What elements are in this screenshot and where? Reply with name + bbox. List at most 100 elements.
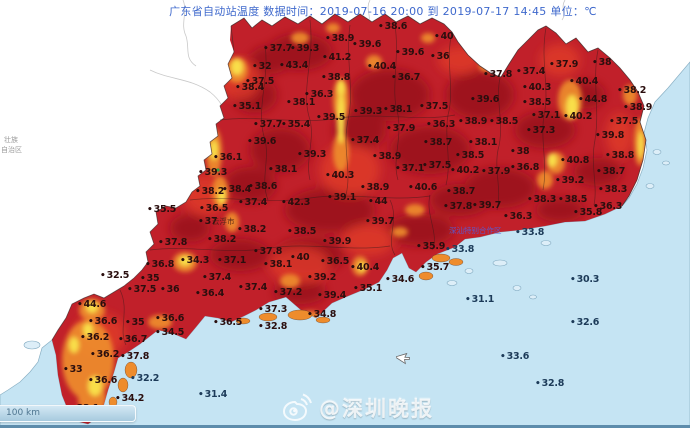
land-temp-label: 36.6 bbox=[88, 376, 118, 386]
land-temp-label: 34.3 bbox=[180, 256, 210, 266]
sea-temp-label: 33.8 bbox=[445, 245, 475, 255]
weibo-logo-icon bbox=[282, 393, 312, 422]
land-temp-label: 36.1 bbox=[213, 153, 243, 163]
land-temp-label: 32 bbox=[252, 62, 272, 72]
land-temp-label: 39.6 bbox=[247, 137, 277, 147]
land-temp-label: 37.8 bbox=[443, 202, 473, 212]
land-temp-label: 39.3 bbox=[353, 107, 383, 117]
land-temp-label: 39.2 bbox=[555, 176, 585, 186]
land-temp-label: 36.8 bbox=[510, 163, 540, 173]
land-temp-label: 37.4 bbox=[202, 273, 232, 283]
land-temp-label: 38.5 bbox=[558, 195, 588, 205]
land-temp-label: 37.8 bbox=[158, 238, 188, 248]
land-temp-label: 37.4 bbox=[350, 136, 380, 146]
sea-temp-label: 32.8 bbox=[535, 379, 565, 389]
land-temp-label: 38.1 bbox=[383, 105, 413, 115]
land-temp-label: 40.3 bbox=[522, 83, 552, 93]
land-temp-label: 37.3 bbox=[526, 126, 556, 136]
land-temp-label: 37 bbox=[198, 217, 218, 227]
land-temp-label: 38.3 bbox=[598, 185, 628, 195]
land-temp-label: 39.6 bbox=[470, 95, 500, 105]
land-temp-label: 35 bbox=[140, 274, 160, 284]
land-temp-label: 37.8 bbox=[483, 70, 513, 80]
land-temp-label: 40.2 bbox=[563, 112, 593, 122]
land-temp-label: 39.4 bbox=[317, 291, 347, 301]
land-temp-label: 36.5 bbox=[320, 257, 350, 267]
sea-temp-label: 33.8 bbox=[515, 228, 545, 238]
land-temp-label: 38 bbox=[592, 58, 612, 68]
window-bottom-edge bbox=[0, 425, 690, 428]
sea-temp-label: 31.1 bbox=[465, 295, 495, 305]
land-temp-label: 37.5 bbox=[419, 102, 449, 112]
land-temp-label: 38.7 bbox=[446, 187, 476, 197]
land-temp-label: 37.1 bbox=[217, 256, 247, 266]
land-temp-label: 38.7 bbox=[423, 138, 453, 148]
land-temp-label: 44 bbox=[368, 197, 388, 207]
land-temp-label: 38.5 bbox=[489, 117, 519, 127]
mouse-cursor bbox=[396, 352, 410, 365]
land-temp-label: 40.4 bbox=[569, 77, 599, 87]
land-temp-label: 36.8 bbox=[145, 260, 175, 270]
land-temp-label: 36.2 bbox=[80, 333, 110, 343]
land-temp-label: 38.2 bbox=[195, 187, 225, 197]
map-title: 广东省自动站温度 数据时间：2019-07-16 20:00 到 2019-07… bbox=[169, 5, 597, 18]
land-temp-label: 38.1 bbox=[263, 260, 293, 270]
sea-temp-label: 33.6 bbox=[500, 352, 530, 362]
watermark-handle: @深圳晚报 bbox=[319, 397, 434, 421]
land-temp-label: 36.3 bbox=[426, 120, 456, 130]
land-temp-label: 34.2 bbox=[115, 394, 145, 404]
land-temp-label: 37.1 bbox=[531, 111, 561, 121]
land-temp-label: 32.5 bbox=[100, 271, 130, 281]
land-temp-label: 36 bbox=[160, 285, 180, 295]
land-temp-label: 40.4 bbox=[367, 62, 397, 72]
land-temp-label: 37.5 bbox=[127, 285, 157, 295]
land-temp-label: 37.5 bbox=[609, 117, 639, 127]
land-temp-label: 37.9 bbox=[549, 60, 579, 70]
land-temp-label: 36.5 bbox=[213, 318, 243, 328]
scale-bar-label: 100 km bbox=[6, 408, 41, 418]
land-temp-label: 36.5 bbox=[199, 204, 229, 214]
land-temp-label: 38.9 bbox=[623, 103, 653, 113]
land-temp-label: 38.2 bbox=[207, 235, 237, 245]
land-temp-label: 38.1 bbox=[286, 98, 316, 108]
land-temp-label: 40.8 bbox=[560, 156, 590, 166]
land-temp-label: 37.8 bbox=[120, 352, 150, 362]
land-temp-label: 38.5 bbox=[287, 227, 317, 237]
land-temp-label: 37.7 bbox=[253, 120, 283, 130]
land-temp-label: 36.7 bbox=[118, 335, 148, 345]
land-temp-label: 39.7 bbox=[472, 201, 502, 211]
land-temp-label: 38.2 bbox=[237, 225, 267, 235]
land-temp-label: 40 bbox=[290, 253, 310, 263]
land-temp-label: 38.6 bbox=[248, 182, 278, 192]
land-temp-label: 38.4 bbox=[222, 185, 252, 195]
land-temp-label: 38.2 bbox=[617, 86, 647, 96]
land-temp-label: 44.8 bbox=[578, 95, 608, 105]
land-temp-label: 37.8 bbox=[253, 247, 283, 257]
land-temp-label: 38.3 bbox=[527, 195, 557, 205]
land-temp-label: 36.6 bbox=[155, 314, 185, 324]
region-label-neighbor: 壮族 bbox=[4, 136, 18, 144]
land-temp-label: 39.9 bbox=[322, 237, 352, 247]
land-temp-label: 39.8 bbox=[595, 131, 625, 141]
land-temp-label: 35 bbox=[125, 318, 145, 328]
land-temp-label: 38.7 bbox=[596, 167, 626, 177]
land-temp-label: 36 bbox=[430, 52, 450, 62]
land-temp-label: 33 bbox=[63, 365, 83, 375]
land-temp-label: 36.2 bbox=[90, 350, 120, 360]
land-temp-label: 38.9 bbox=[325, 34, 355, 44]
land-temp-label: 39.3 bbox=[198, 168, 228, 178]
land-temp-label: 38.1 bbox=[268, 165, 298, 175]
land-temp-label: 38.8 bbox=[321, 73, 351, 83]
land-temp-label: 35.4 bbox=[281, 120, 311, 130]
land-temp-label: 38.9 bbox=[458, 117, 488, 127]
land-temp-label: 35.5 bbox=[147, 205, 177, 215]
land-temp-label: 37.2 bbox=[273, 288, 303, 298]
land-temp-label: 39.3 bbox=[290, 44, 320, 54]
land-temp-label: 34.8 bbox=[307, 310, 337, 320]
land-temp-label: 36.3 bbox=[304, 90, 334, 100]
map-scale-bar: 100 km bbox=[0, 405, 136, 422]
land-temp-label: 36.4 bbox=[195, 289, 225, 299]
land-temp-label: 40.6 bbox=[408, 183, 438, 193]
sea-temp-label: 31.4 bbox=[198, 390, 228, 400]
